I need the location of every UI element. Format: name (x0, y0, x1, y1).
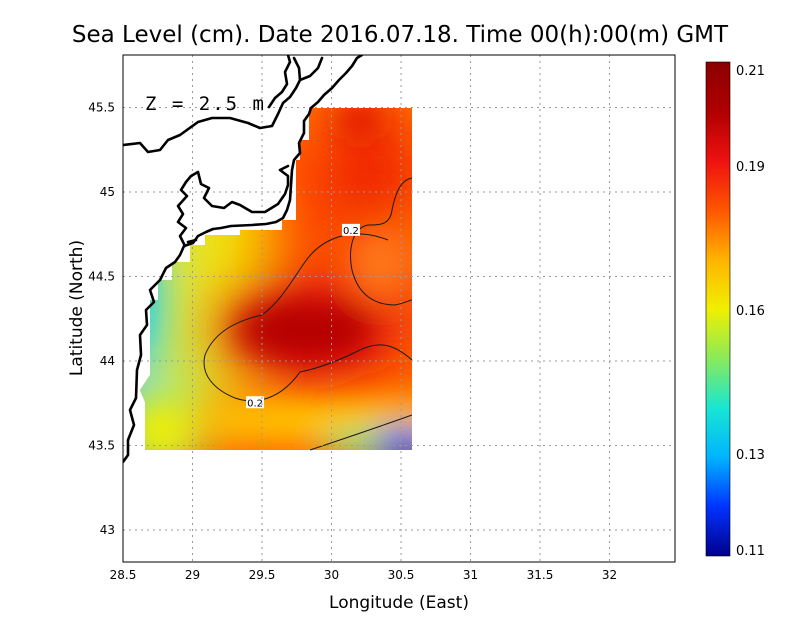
colorbar-tick-label: 0.21 (736, 64, 765, 79)
y-tick-label: 43 (100, 523, 115, 537)
grid-lines (123, 55, 675, 562)
coastline-danube-delta (176, 164, 290, 248)
sea-level-field (140, 108, 412, 450)
x-tick-label: 28.5 (110, 568, 137, 582)
contour-label-text: 0.2 (343, 226, 359, 237)
contour-label-text: 0.2 (247, 398, 263, 409)
x-tick-label: 31 (463, 568, 478, 582)
contour-label: 0.2 (246, 396, 265, 409)
y-tick-label: 44 (100, 354, 115, 368)
colorbar (705, 61, 731, 557)
y-tick-label: 44.5 (88, 270, 115, 284)
contour-lines (203, 177, 413, 451)
y-tick-label: 43.5 (88, 439, 115, 453)
contour-label-box (246, 396, 265, 409)
colorbar-tick-label: 0.13 (736, 448, 765, 463)
coastline-estuary-inner (267, 55, 292, 109)
contour-labels: 0.2 0.2 (246, 223, 360, 409)
x-axis-label: Longitude (East) (329, 593, 469, 613)
coastline-west-coast (123, 55, 364, 464)
x-tick-label: 31.5 (527, 568, 554, 582)
y-tick-label: 45 (100, 185, 115, 199)
x-tick-label: 29.5 (249, 568, 276, 582)
y-tick-labels: 43 43.5 44 44.5 45 45.5 (88, 101, 115, 538)
coastline (123, 55, 364, 464)
contour-0.2-north (350, 177, 413, 306)
depth-annotation: Z = 2.5 m (145, 93, 266, 115)
y-axis-label: Latitude (North) (67, 240, 87, 376)
colorbar-tick-label: 0.16 (736, 304, 765, 319)
x-tick-label: 29 (185, 568, 200, 582)
colorbar-tick-label: 0.19 (736, 160, 765, 175)
contour-low-south (309, 414, 413, 451)
x-tick-label: 30.5 (388, 568, 415, 582)
colorbar-tick-labels: 0.21 0.19 0.16 0.13 0.11 (736, 64, 765, 559)
contour-label-box (341, 223, 360, 236)
colorbar-tick-label: 0.11 (736, 544, 765, 559)
contour-0.2-south (203, 233, 413, 402)
coastline-lagoon (186, 238, 198, 244)
x-tick-labels: 28.5 29 29.5 30 30.5 31 31.5 32 (110, 568, 618, 582)
x-tick-label: 30 (324, 568, 339, 582)
x-tick-label: 32 (602, 568, 617, 582)
chart-title: Sea Level (cm). Date 2016.07.18. Time 00… (72, 22, 729, 48)
coastline-north-shore (123, 56, 302, 154)
coastline-estuary-outer (298, 56, 324, 82)
y-tick-label: 45.5 (88, 101, 115, 115)
plot-frame (122, 54, 676, 563)
contour-label: 0.2 (341, 223, 360, 237)
